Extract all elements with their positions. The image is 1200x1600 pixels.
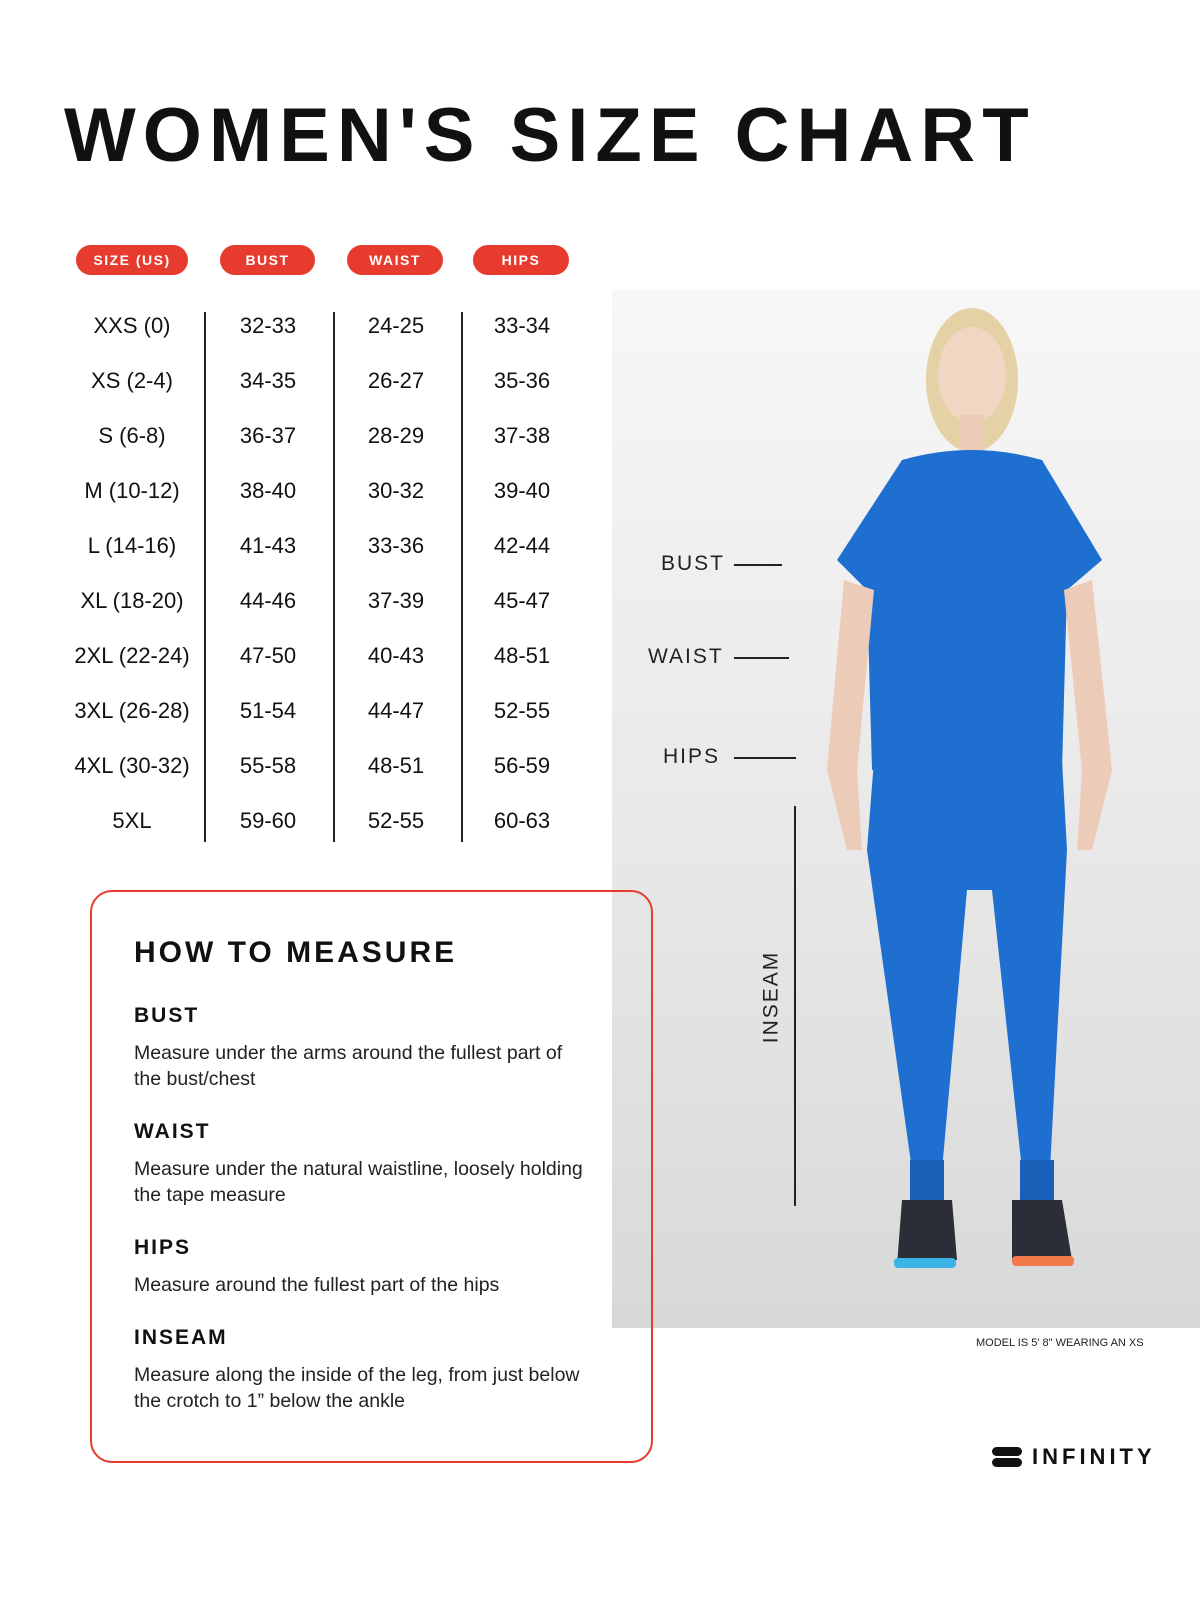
measure-bust-text: Measure under the arms around the fulles… [134, 1042, 563, 1090]
model-note: MODEL IS 5' 8" WEARING AN XS [976, 1337, 1144, 1349]
table-cell: S (6-8) [98, 423, 166, 448]
table-cell: 30-32 [367, 478, 425, 503]
brand-name: INFINITY [1032, 1444, 1156, 1469]
waist-line [734, 657, 789, 659]
table-cell: 32-33 [239, 313, 297, 338]
label-bust: BUST [661, 552, 726, 575]
table-cell: 28-29 [367, 423, 425, 448]
table-cell: 5XL [112, 808, 152, 833]
table-cell: L (14-16) [87, 533, 177, 558]
table-cell: 37-39 [367, 588, 425, 613]
table-cell: 33-36 [367, 533, 425, 558]
table-cell: 36-37 [239, 423, 297, 448]
table-cell: M (10-12) [84, 478, 180, 503]
divider [204, 312, 206, 842]
divider [461, 312, 463, 842]
table-cell: 47-50 [239, 643, 297, 668]
table-cell: 37-38 [493, 423, 551, 448]
table-cell: 2XL (22-24) [74, 643, 190, 668]
how-to-measure-box: HOW TO MEASURE BUST Measure under the ar… [90, 890, 653, 1463]
header-bust: BUST [220, 245, 315, 275]
table-cell: 48-51 [493, 643, 551, 668]
brand-logo: INFINITY [992, 1444, 1156, 1470]
header-waist: WAIST [347, 245, 443, 275]
inseam-line [794, 806, 796, 1206]
label-inseam: INSEAM [759, 950, 783, 1044]
table-cell: 26-27 [367, 368, 425, 393]
table-cell: 48-51 [367, 753, 425, 778]
table-cell: 40-43 [367, 643, 425, 668]
divider [333, 312, 335, 842]
table-cell: 51-54 [239, 698, 297, 723]
table-cell: 38-40 [239, 478, 297, 503]
measure-hips-text: Measure around the fullest part of the h… [134, 1274, 500, 1296]
table-cell: 44-47 [367, 698, 425, 723]
bust-line [734, 564, 782, 566]
table-cell: 4XL (30-32) [74, 753, 190, 778]
model-photo [612, 290, 1200, 1328]
table-cell: 55-58 [239, 753, 297, 778]
measure-bust-heading: BUST [134, 1004, 200, 1027]
table-cell: 52-55 [367, 808, 425, 833]
measure-title: HOW TO MEASURE [134, 936, 458, 969]
table-cell: 42-44 [493, 533, 551, 558]
measure-hips-heading: HIPS [134, 1236, 192, 1259]
table-cell: 33-34 [493, 313, 551, 338]
label-waist: WAIST [648, 645, 724, 668]
table-cell: 39-40 [493, 478, 551, 503]
table-cell: 60-63 [493, 808, 551, 833]
table-cell: 59-60 [239, 808, 297, 833]
hips-line [734, 757, 796, 759]
table-cell: 45-47 [493, 588, 551, 613]
table-cell: 35-36 [493, 368, 551, 393]
infinity-logo-icon [992, 1447, 1022, 1467]
page-title: WOMEN'S SIZE CHART [64, 93, 1036, 178]
table-cell: 56-59 [493, 753, 551, 778]
table-cell: 44-46 [239, 588, 297, 613]
table-cell: XXS (0) [93, 313, 171, 338]
table-cell: 24-25 [367, 313, 425, 338]
label-hips: HIPS [663, 745, 721, 768]
model-figure [827, 308, 1112, 1268]
measure-waist-heading: WAIST [134, 1120, 211, 1143]
table-cell: 41-43 [239, 533, 297, 558]
header-size: SIZE (US) [76, 245, 188, 275]
header-hips: HIPS [473, 245, 569, 275]
measure-inseam-text: Measure along the inside of the leg, fro… [134, 1364, 580, 1412]
measure-inseam-heading: INSEAM [134, 1326, 228, 1349]
table-cell: XS (2-4) [91, 368, 173, 393]
table-cell: XL (18-20) [80, 588, 184, 613]
table-cell: 3XL (26-28) [74, 698, 190, 723]
table-cell: 34-35 [239, 368, 297, 393]
table-cell: 52-55 [493, 698, 551, 723]
measure-waist-text: Measure under the natural waistline, loo… [134, 1158, 583, 1206]
